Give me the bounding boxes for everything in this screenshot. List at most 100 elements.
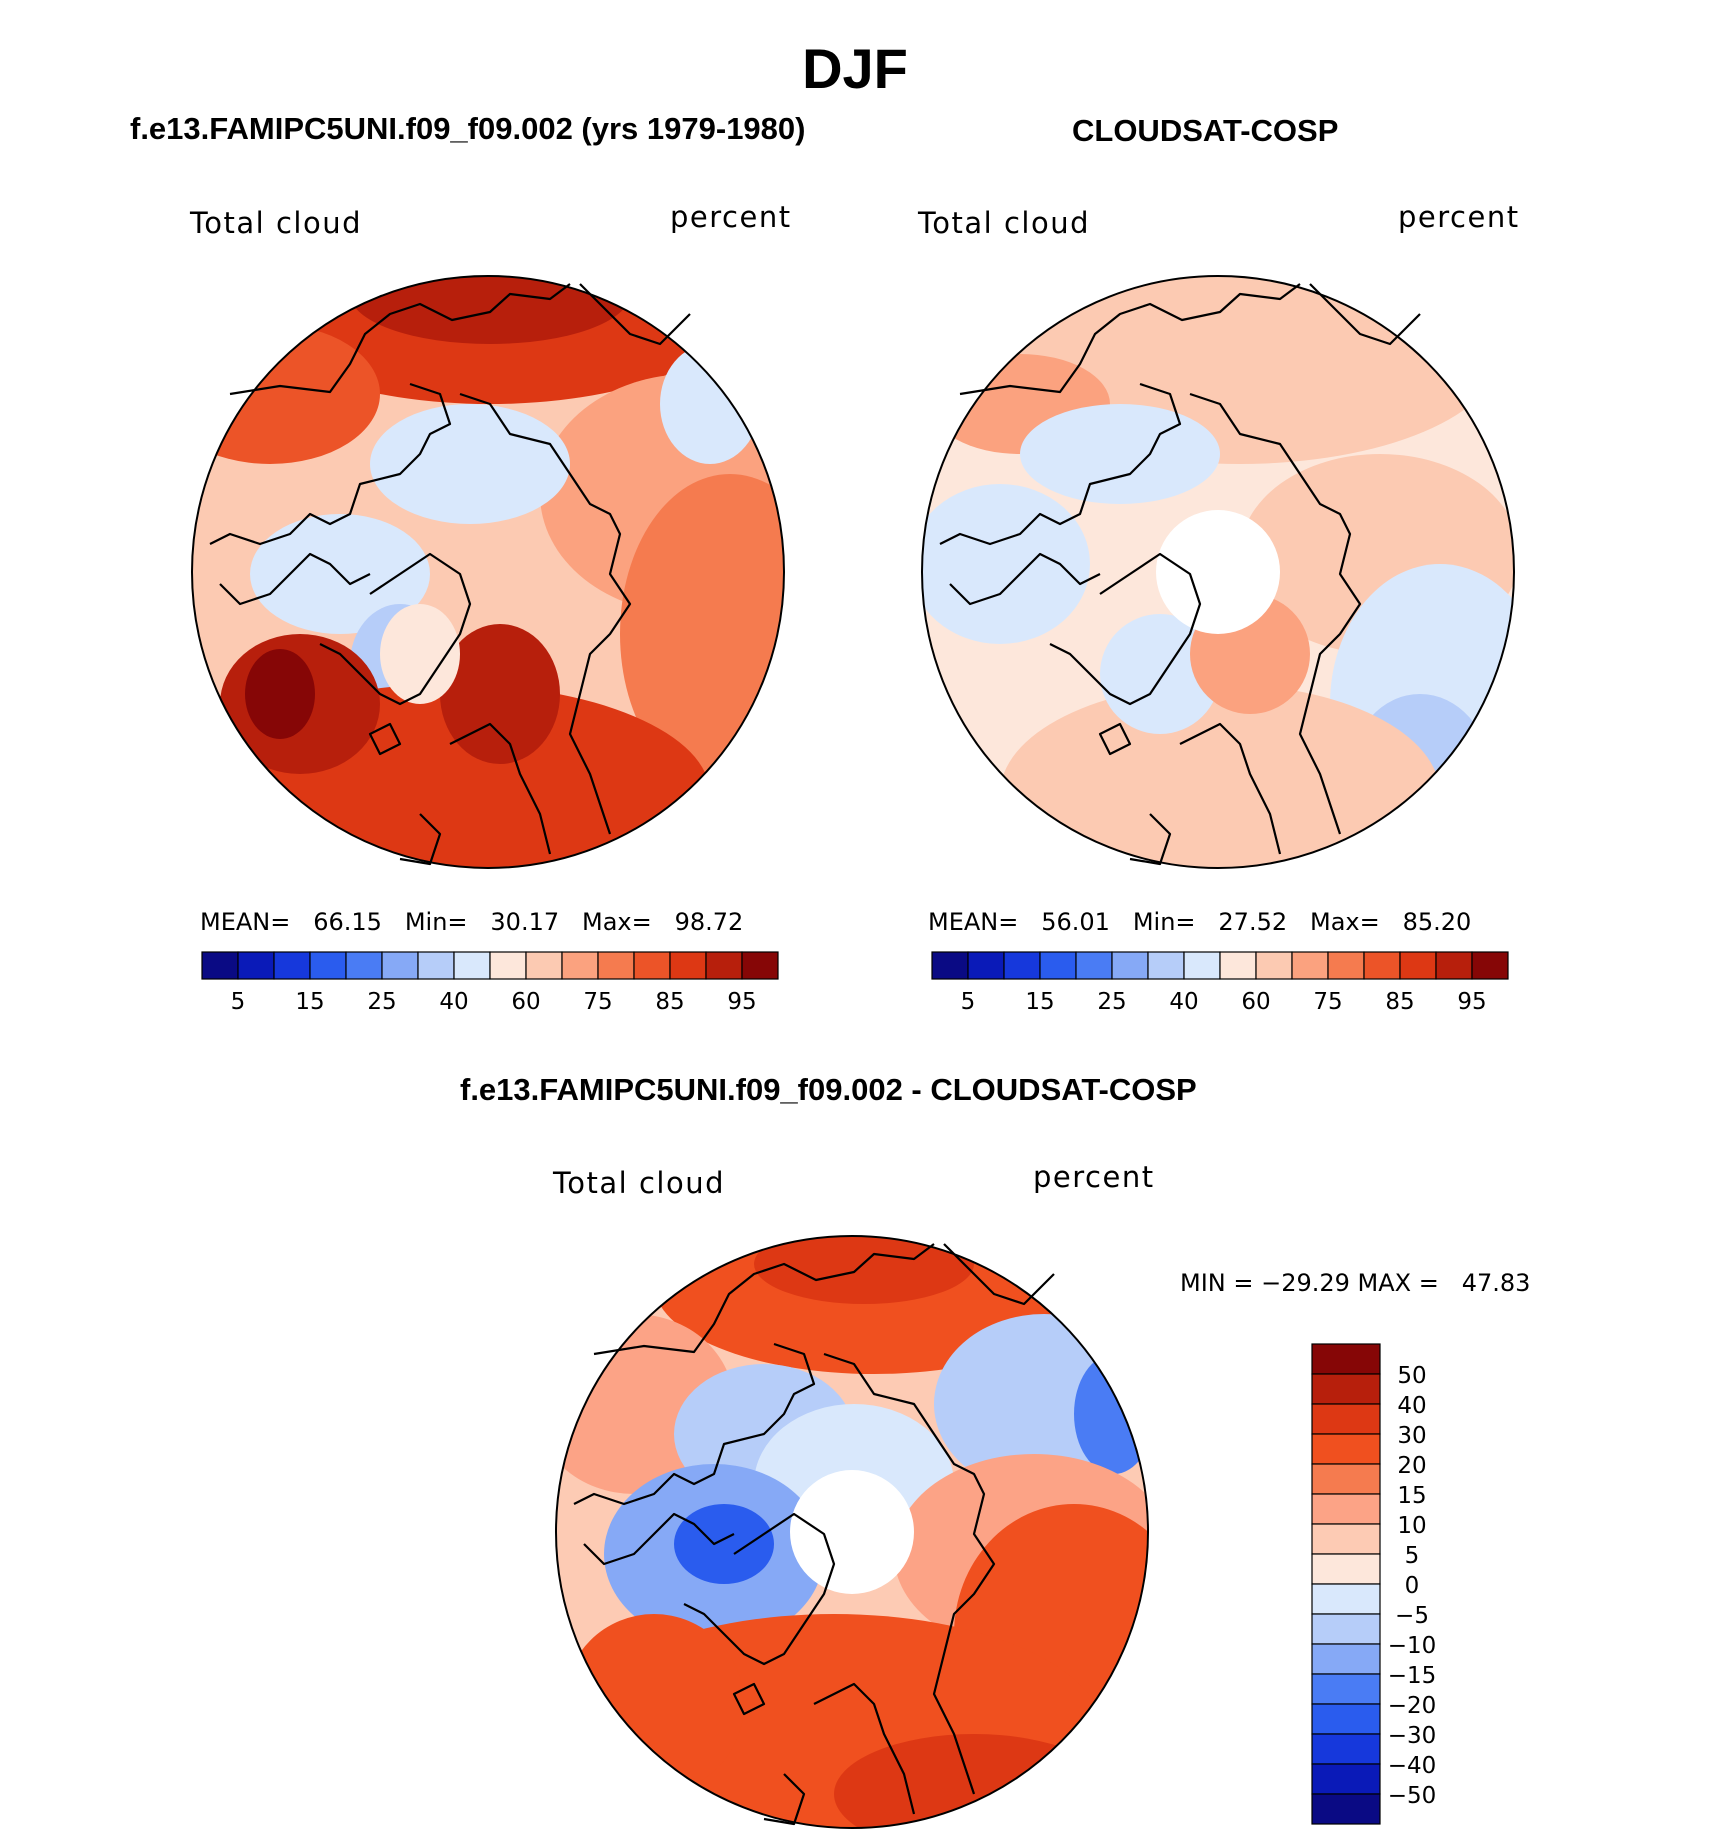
colorbar3-swatch	[1311, 1553, 1381, 1585]
map3-coast-greenland	[683, 1512, 836, 1666]
colorbar1-swatch	[417, 951, 455, 980]
colorbar3-tick-label: −10	[1388, 1633, 1437, 1659]
colorbar3-tick-label: 0	[1405, 1573, 1420, 1599]
panel3-units: percent	[1033, 1160, 1155, 1194]
colorbar1-tick-label: 60	[511, 989, 540, 1015]
colorbar1-tick-label: 5	[231, 989, 246, 1015]
colorbar3-swatch	[1311, 1673, 1381, 1705]
colorbar3-swatches	[1311, 1343, 1381, 1825]
map3-coastlines	[573, 1243, 1055, 1826]
colorbar1-swatch	[633, 951, 671, 980]
colorbar2-swatch	[1435, 951, 1473, 980]
map1-coastlines	[209, 283, 691, 866]
map2-coast-scandinavia	[1179, 722, 1282, 855]
colorbar1-swatch	[489, 951, 527, 980]
map1-coast-north-america	[459, 392, 632, 835]
map2-coast-asia	[959, 283, 1301, 396]
colorbar3-swatch	[1311, 1763, 1381, 1795]
colorbar3-swatch	[1311, 1643, 1381, 1675]
map2-coast-north-america	[1189, 392, 1362, 835]
map2-coast-siberia	[939, 382, 1182, 546]
colorbar2-swatch	[1003, 951, 1041, 980]
colorbar2-tick-label: 15	[1025, 989, 1054, 1015]
colorbar3-swatch	[1311, 1793, 1381, 1825]
map2-missing-data-pole	[1156, 510, 1280, 634]
colorbar3-tick-label: −40	[1388, 1753, 1437, 1779]
map1-coast-greenland	[319, 552, 472, 706]
panel1-variable: Total cloud	[190, 206, 362, 240]
colorbar1-swatch	[309, 951, 347, 980]
map3-missing-data-pole	[790, 1470, 914, 1594]
map3-nordic-bias	[564, 1614, 744, 1794]
colorbar3-tick-label: 50	[1397, 1363, 1426, 1389]
colorbar1-swatch	[669, 951, 707, 980]
map1-coast-british-isles	[399, 813, 442, 866]
map2-arctic-low	[1020, 404, 1220, 504]
map1-coast-asia	[229, 283, 571, 396]
map3-coast-scandinavia	[813, 1682, 916, 1815]
colorbar2-swatch	[1183, 951, 1221, 980]
colorbar2-swatch	[1327, 951, 1365, 980]
colorbar2-swatch	[1255, 951, 1293, 980]
colorbar2-swatch	[1399, 951, 1437, 980]
map1-pacific-low	[660, 344, 760, 464]
colorbar1-tick-label: 95	[727, 989, 756, 1015]
colorbar1-tick-label: 85	[655, 989, 684, 1015]
colorbar2-tick-label: 75	[1313, 989, 1342, 1015]
map3-coast-alaska	[943, 1243, 1055, 1306]
map3-coast-asia	[593, 1243, 935, 1356]
map1-coast-siberia	[209, 382, 452, 546]
colorbar3-tick-label: −5	[1395, 1603, 1429, 1629]
map2-coast-british-isles	[1129, 813, 1172, 866]
colorbar3-swatch	[1311, 1433, 1381, 1465]
colorbar2-swatch	[1147, 951, 1185, 980]
colorbar3-swatch	[1311, 1343, 1381, 1375]
colorbar1-swatch	[561, 951, 599, 980]
colorbar1-tick-label: 25	[367, 989, 396, 1015]
colorbar2-swatch	[1039, 951, 1077, 980]
map2-siberia-low	[922, 484, 1090, 644]
colorbar2-swatch	[1363, 951, 1401, 980]
map3-coast-north-america	[823, 1352, 996, 1795]
map1-greenland-interior	[380, 604, 460, 704]
map1-coast-alaska	[579, 283, 691, 346]
colorbar3-tick-label: 20	[1397, 1453, 1426, 1479]
colorbar1-swatch	[705, 951, 743, 980]
colorbar2-swatch	[1219, 951, 1257, 980]
colorbar2-swatch	[931, 951, 969, 980]
panel2-units: percent	[1398, 200, 1520, 234]
map1-labrador-cloud	[440, 624, 560, 764]
colorbar1-swatches	[201, 951, 779, 980]
map1-arctic-low	[370, 404, 570, 524]
colorbar2-labels: 5 15 25 40 60 75 85 95	[961, 989, 1487, 1015]
colorbar2-tick-label: 95	[1457, 989, 1486, 1015]
map3-coast-iceland	[732, 1682, 766, 1716]
colorbar2-tick-label: 5	[961, 989, 976, 1015]
map3-coast-eurasia	[583, 1512, 735, 1566]
colorbar2-tick-label: 25	[1097, 989, 1126, 1015]
colorbar2-tick-label: 85	[1385, 989, 1414, 1015]
map2-coast-iceland	[1098, 722, 1132, 756]
panel2-map	[921, 275, 1515, 869]
map1-coast-eurasia	[219, 552, 371, 606]
colorbar3-tick-label: −30	[1388, 1723, 1437, 1749]
map1-bering-cloud	[350, 276, 630, 344]
map3-border	[555, 1235, 1149, 1829]
colorbar1-swatch	[381, 951, 419, 980]
map1-nordic-seas-max	[245, 649, 315, 739]
panel2-variable: Total cloud	[918, 206, 1090, 240]
colorbar3-swatch	[1311, 1733, 1381, 1765]
map2-coast-alaska	[1309, 283, 1421, 346]
colorbar3-tick-label: −20	[1388, 1693, 1437, 1719]
colorbar1-tick-label: 75	[583, 989, 612, 1015]
colorbar1-swatch	[597, 951, 635, 980]
map2-coast-greenland	[1049, 552, 1202, 706]
colorbar3-tick-label: 5	[1405, 1543, 1420, 1569]
map1-coast-iceland	[368, 722, 402, 756]
colorbar2-tick-label: 60	[1241, 989, 1270, 1015]
map2-border	[921, 275, 1515, 869]
panel1-colorbar: 5 15 25 40 60 75 85 95	[201, 951, 779, 1015]
colorbar3-swatch	[1311, 1463, 1381, 1495]
